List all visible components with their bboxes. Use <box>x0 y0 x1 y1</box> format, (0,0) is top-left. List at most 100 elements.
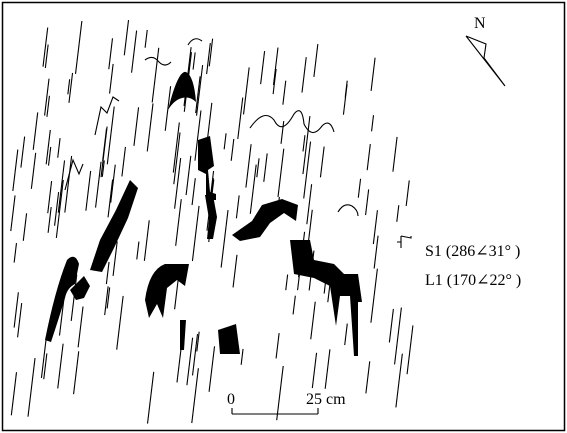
foliation-line <box>144 29 148 48</box>
legend-s1: S1 (286∠31° ) <box>425 243 520 260</box>
foliation-line <box>245 144 252 188</box>
foliation-line <box>206 43 211 75</box>
foliation-line <box>57 138 61 158</box>
foliation-line <box>277 148 285 198</box>
foliation-line <box>191 205 200 262</box>
foliation-line <box>388 308 394 343</box>
foliation-line <box>74 21 83 75</box>
foliation-line <box>302 115 311 175</box>
foliation-line <box>101 160 105 177</box>
north-label: N <box>474 15 486 32</box>
foliation-line <box>195 76 201 114</box>
foliation-line <box>44 78 50 116</box>
foliation-line <box>27 358 36 417</box>
foliation-line <box>10 195 16 232</box>
melt-patch <box>180 320 186 350</box>
foliation-line <box>47 180 53 214</box>
foliation-line <box>256 158 260 178</box>
melt-patch <box>198 136 216 200</box>
melt-patch <box>168 71 196 110</box>
melt-patch <box>290 240 362 356</box>
foliation-line <box>95 161 102 208</box>
foliation-line <box>272 47 279 86</box>
north-arrow <box>465 35 506 87</box>
foliation-line <box>371 115 375 132</box>
foliation-line <box>146 103 154 152</box>
foliation-line <box>133 107 140 146</box>
foliation-line <box>276 365 284 421</box>
foliation-line <box>44 44 49 69</box>
foliation-line <box>70 274 78 322</box>
foliation-line <box>121 146 126 177</box>
foliation-line <box>54 192 60 226</box>
foliation-line <box>196 64 204 116</box>
foliation-line <box>342 84 348 115</box>
foliation-line <box>17 302 23 338</box>
melt-patch <box>70 276 90 300</box>
melt-patch <box>232 199 298 241</box>
foliation-line <box>131 30 138 73</box>
foliation-line <box>285 274 289 291</box>
foliation-line <box>405 180 410 206</box>
foliation-line <box>30 152 37 189</box>
foliation-line <box>174 157 182 209</box>
foliation-line <box>46 95 50 117</box>
foliation-line <box>357 178 362 198</box>
foliation-line <box>107 179 114 218</box>
melt-patch <box>145 264 189 318</box>
foliation-line <box>77 306 84 348</box>
foliation-line <box>373 235 379 269</box>
foliation-line <box>192 52 196 70</box>
scale-start: 0 <box>227 391 235 408</box>
fold-trace <box>94 96 120 136</box>
fold-trace <box>337 204 359 217</box>
foliation-line <box>280 121 285 144</box>
foliation-line <box>151 47 160 103</box>
foliation-line <box>223 133 227 150</box>
foliation-line <box>272 68 277 95</box>
foliation-line <box>143 220 150 261</box>
foliation-line <box>344 323 348 346</box>
foliation-line <box>365 189 370 216</box>
foliation-line <box>67 79 71 95</box>
foliation-line <box>208 346 216 392</box>
foliation-line <box>102 128 108 161</box>
fold-trace <box>144 56 172 66</box>
scale-end: 25 cm <box>306 391 346 408</box>
foliation-line <box>40 336 47 378</box>
foliation-line <box>282 80 287 105</box>
foliation-line <box>240 348 244 365</box>
legend-l1: L1 (170∠22° ) <box>425 272 521 289</box>
foliation-line <box>275 332 280 359</box>
foliation-line <box>68 72 74 103</box>
foliation-line <box>260 51 266 85</box>
foliation-line <box>406 325 414 375</box>
melt-patch <box>205 195 217 239</box>
foliation-line <box>313 43 319 77</box>
foliation-line <box>73 351 80 395</box>
foliation-line <box>136 241 140 260</box>
foliation-line <box>191 178 196 206</box>
melt-patch <box>218 324 240 354</box>
foliation-line <box>164 86 172 131</box>
foliation-line <box>186 337 194 386</box>
foliation-line <box>365 361 371 394</box>
foliation-line <box>370 57 376 92</box>
foliation-line <box>172 122 180 173</box>
foliation-line <box>395 353 403 408</box>
foliation-line <box>306 184 313 225</box>
foliation-line <box>13 242 18 263</box>
foliation-line <box>110 164 116 203</box>
foliation-line <box>57 160 66 213</box>
foliation-line <box>194 110 202 161</box>
foliation-line <box>302 135 306 152</box>
foliation-line <box>303 141 312 199</box>
foliation-line <box>22 213 28 241</box>
scale-bar <box>231 408 319 415</box>
foliation-line <box>366 143 371 171</box>
foliation-line <box>175 199 182 246</box>
foliation-line <box>13 292 19 328</box>
foliation-line <box>242 67 250 115</box>
